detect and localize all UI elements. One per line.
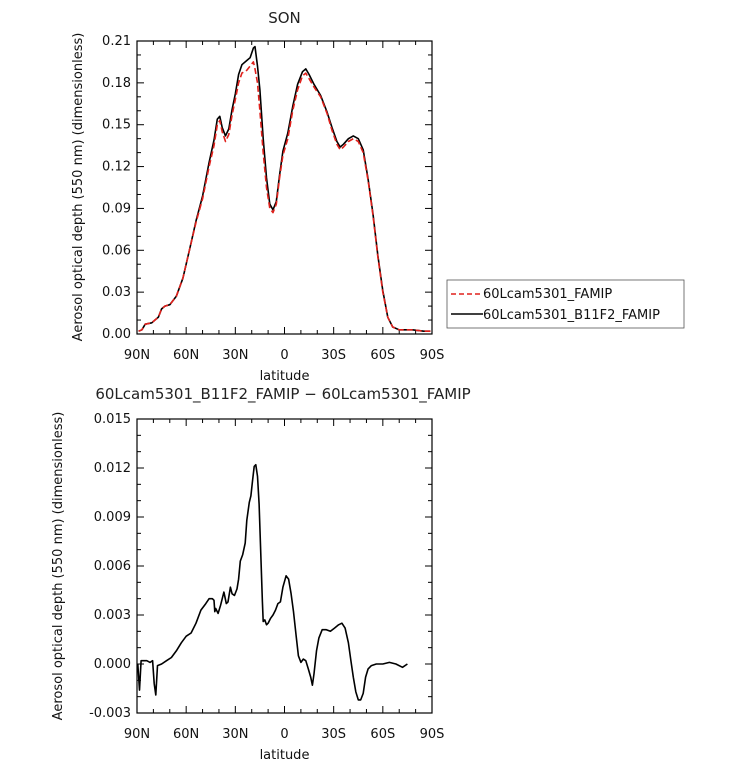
- bottom-y-tick-label: 0.006: [94, 559, 131, 574]
- bottom-x-tick-label: 30S: [321, 727, 346, 742]
- top-y-tick-label: 0.12: [102, 160, 131, 175]
- top-x-tick-label: 0: [280, 348, 288, 363]
- top-series-lines: [138, 45, 431, 332]
- top-y-ticks: 0.00 0.03 0.06 0.09 0.12 0.15 0.18 0.21: [102, 34, 432, 342]
- bottom-series-line-1: [137, 463, 408, 701]
- top-y-tick-label: 0.21: [102, 34, 131, 49]
- top-y-tick-label: 0.06: [102, 243, 131, 258]
- legend: 60Lcam5301_FAMIP 60Lcam5301_B11F2_FAMIP: [446, 279, 685, 329]
- bottom-plot-frame: [136, 418, 433, 714]
- top-x-axis-label: latitude: [260, 369, 310, 384]
- top-series-line-1: [138, 61, 431, 332]
- bottom-x-tick-label: 90S: [420, 727, 445, 742]
- legend-box: [446, 279, 685, 329]
- bottom-y-tick-label: 0.003: [94, 608, 131, 623]
- bottom-x-tick-label: 90N: [124, 727, 150, 742]
- bottom-x-tick-label: 30N: [222, 727, 248, 742]
- top-y-axis-label: Aerosol optical depth (550 nm) (dimensio…: [71, 33, 86, 342]
- bottom-x-tick-label: 60S: [370, 727, 395, 742]
- top-y-tick-label: 0.18: [102, 76, 131, 91]
- bottom-y-tick-label: 0.000: [94, 657, 131, 672]
- bottom-y-axis-label: Aerosol optical depth (550 nm) (dimensio…: [51, 412, 66, 721]
- bottom-y-tick-label: 0.009: [94, 510, 131, 525]
- bottom-y-tick-label: -0.003: [89, 706, 131, 721]
- top-y-tick-label: 0.03: [102, 285, 131, 300]
- top-x-tick-label: 60S: [370, 348, 395, 363]
- top-x-tick-label: 90S: [420, 348, 445, 363]
- bottom-x-ticks: 90N 60N 30N 0 30S 60S 90S: [124, 419, 445, 742]
- top-plot-frame: [136, 40, 433, 335]
- legend-label-famip: 60Lcam5301_FAMIP: [483, 287, 612, 302]
- top-y-tick-label: 0.00: [102, 327, 131, 342]
- top-y-tick-label: 0.15: [102, 118, 131, 133]
- bottom-x-tick-label: 0: [280, 727, 288, 742]
- bottom-x-axis-label: latitude: [260, 748, 310, 763]
- top-series-line-2: [138, 45, 431, 332]
- top-x-tick-label: 30N: [222, 348, 248, 363]
- top-x-tick-label: 60N: [173, 348, 199, 363]
- legend-label-b11f2: 60Lcam5301_B11F2_FAMIP: [483, 308, 660, 323]
- bottom-panel: 60Lcam5301_B11F2_FAMIP − 60Lcam5301_FAMI…: [51, 385, 471, 763]
- bottom-y-tick-label: 0.015: [94, 412, 131, 427]
- top-x-tick-label: 30S: [321, 348, 346, 363]
- top-x-tick-label: 90N: [124, 348, 150, 363]
- top-x-ticks: 90N 60N 30N 0 30S 60S 90S: [124, 41, 445, 363]
- top-chart-title: SON: [268, 9, 301, 27]
- bottom-series-lines: [137, 463, 408, 701]
- bottom-chart-title: 60Lcam5301_B11F2_FAMIP − 60Lcam5301_FAMI…: [95, 385, 470, 404]
- top-y-tick-label: 0.09: [102, 201, 131, 216]
- top-panel: SON latitude Aerosol optical depth (550 …: [71, 9, 444, 384]
- bottom-x-tick-label: 60N: [173, 727, 199, 742]
- bottom-y-tick-label: 0.012: [94, 461, 131, 476]
